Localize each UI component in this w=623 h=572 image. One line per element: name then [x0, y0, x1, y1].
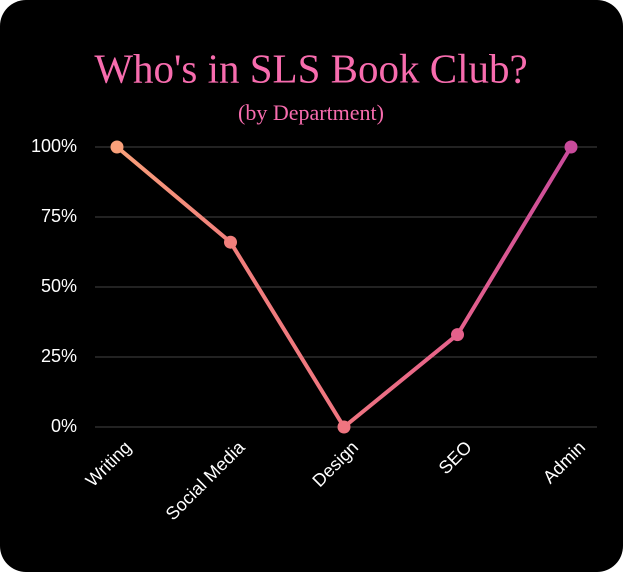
point — [110, 140, 124, 154]
y-tick-label: 0% — [51, 416, 77, 436]
y-tick-label: 100% — [31, 136, 77, 156]
chart-title: Who's in SLS Book Club? — [94, 45, 527, 91]
y-tick-label: 75% — [41, 206, 77, 226]
chart-subtitle: (by Department) — [238, 100, 384, 125]
point — [337, 420, 351, 434]
y-tick-label: 25% — [41, 346, 77, 366]
point — [224, 235, 237, 249]
point — [451, 328, 464, 342]
point — [564, 140, 578, 154]
y-tick-label: 50% — [41, 276, 77, 296]
